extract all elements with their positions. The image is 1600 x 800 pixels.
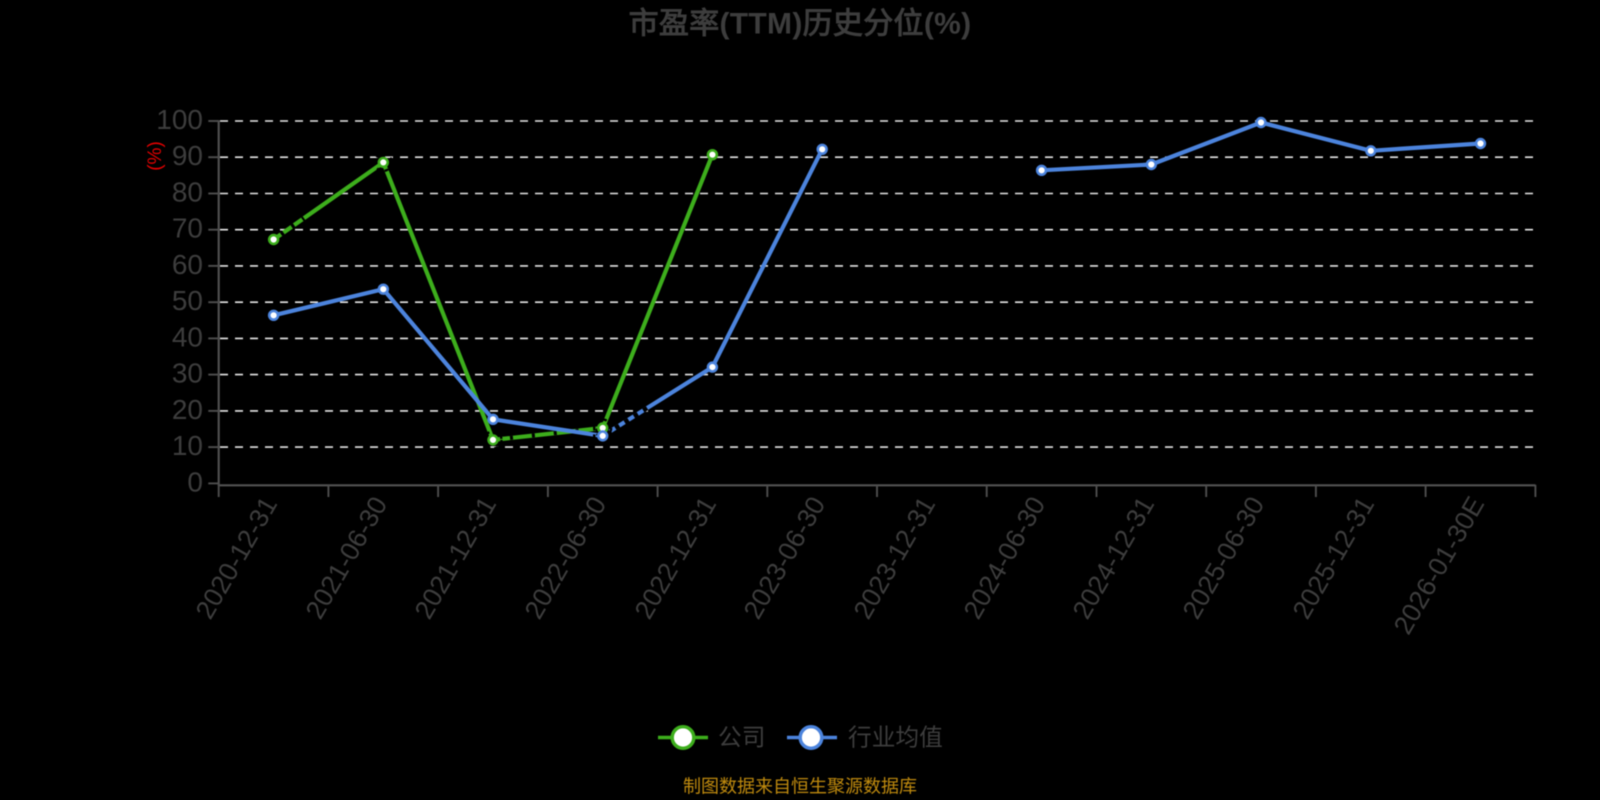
svg-text:70: 70 [172,213,203,244]
svg-text:60: 60 [172,249,203,280]
svg-text:40: 40 [172,321,203,352]
svg-text:90: 90 [172,140,203,171]
svg-text:市盈率(TTM)历史分位(%): 市盈率(TTM)历史分位(%) [629,7,972,41]
svg-text:10: 10 [172,430,203,461]
svg-text:制图数据来自恒生聚源数据库: 制图数据来自恒生聚源数据库 [683,777,917,797]
svg-text:100: 100 [156,104,203,135]
svg-text:80: 80 [172,177,203,208]
svg-text:0: 0 [187,466,203,497]
svg-text:50: 50 [172,285,203,316]
svg-text:(%): (%) [145,141,166,171]
svg-text:公司: 公司 [718,726,765,752]
svg-text:行业均值: 行业均值 [848,725,943,752]
svg-text:20: 20 [172,394,203,425]
svg-text:30: 30 [172,358,203,389]
